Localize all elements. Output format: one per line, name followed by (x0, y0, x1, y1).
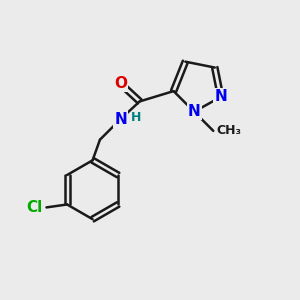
Text: Cl: Cl (27, 200, 43, 215)
Text: O: O (114, 76, 127, 91)
Text: N: N (214, 89, 227, 104)
Text: CH₃: CH₃ (217, 124, 242, 137)
Text: H: H (131, 111, 141, 124)
Text: N: N (188, 104, 200, 119)
Text: N: N (114, 112, 127, 127)
